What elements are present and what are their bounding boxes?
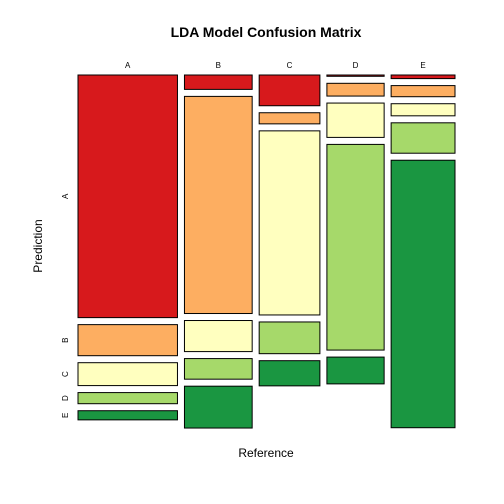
cell-ref-D-pred-D: [326, 143, 385, 351]
cell-ref-D-pred-C: [326, 102, 385, 138]
cell-ref-A-pred-C: [77, 362, 178, 387]
cell-ref-C-pred-B: [258, 112, 321, 125]
cell-ref-A-pred-D: [77, 392, 178, 405]
prediction-tick-B: B: [61, 337, 70, 342]
cell-ref-B-pred-B: [183, 95, 253, 315]
prediction-tick-C: C: [61, 371, 70, 377]
cell-ref-C-pred-D: [258, 321, 321, 355]
prediction-tick-E: E: [61, 413, 70, 418]
x-axis-label: Reference: [238, 446, 294, 460]
cell-ref-D-pred-E: [326, 356, 385, 385]
cell-ref-B-pred-C: [183, 320, 253, 353]
prediction-tick-A: A: [61, 193, 70, 199]
cell-ref-C-pred-E: [258, 360, 321, 387]
cell-ref-E-pred-C: [390, 103, 456, 117]
reference-tick-B: B: [216, 61, 221, 70]
cell-ref-E-pred-A: [390, 74, 456, 80]
mosaic-cells: [77, 74, 456, 429]
cell-ref-B-pred-E: [183, 385, 253, 429]
y-axis-label: Prediction: [31, 219, 45, 272]
chart-title: LDA Model Confusion Matrix: [171, 24, 362, 40]
cell-ref-C-pred-A: [258, 74, 321, 107]
cell-ref-E-pred-D: [390, 122, 456, 154]
cell-ref-E-pred-E: [390, 159, 456, 429]
cell-ref-B-pred-A: [183, 74, 253, 90]
cell-ref-A-pred-E: [77, 410, 178, 421]
cell-ref-A-pred-A: [77, 74, 178, 319]
cell-ref-D-pred-B: [326, 82, 385, 97]
reference-tick-E: E: [420, 61, 425, 70]
reference-tick-C: C: [287, 61, 293, 70]
cell-ref-E-pred-B: [390, 85, 456, 98]
prediction-tick-labels: A B C D E: [61, 193, 70, 418]
reference-tick-D: D: [353, 61, 359, 70]
cell-ref-B-pred-D: [183, 358, 253, 380]
prediction-tick-D: D: [61, 395, 70, 401]
reference-tick-labels: A B C D E: [125, 61, 426, 70]
cell-ref-A-pred-B: [77, 324, 178, 357]
cell-ref-D-pred-A: [326, 74, 385, 77]
cell-ref-C-pred-C: [258, 130, 321, 316]
reference-tick-A: A: [125, 61, 131, 70]
